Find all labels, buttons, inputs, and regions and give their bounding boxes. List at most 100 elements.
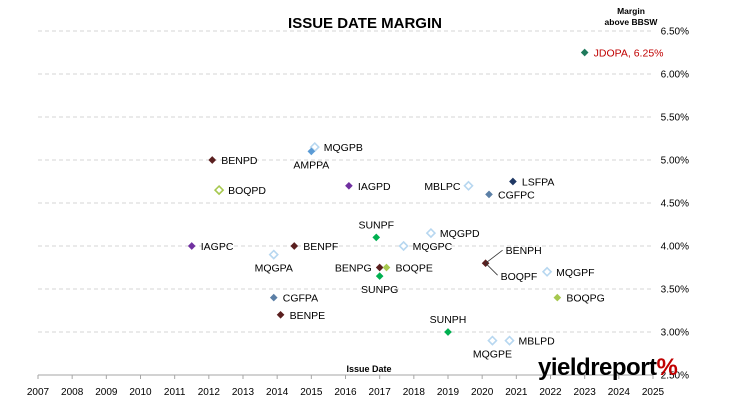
point-marker [208, 156, 217, 164]
point-marker [276, 310, 285, 319]
x-tick-label: 2022 [539, 387, 562, 398]
point-label: MQGPA [255, 263, 293, 275]
leader-line [485, 249, 503, 264]
data-point-mqgpa: MQGPA [255, 249, 293, 275]
data-point-cgfpc: CGFPC [485, 189, 535, 201]
point-label: BENPH [506, 245, 542, 257]
x-tick-label: 2014 [266, 387, 289, 398]
point-marker [463, 180, 474, 191]
x-tick-label: 2016 [334, 387, 357, 398]
point-marker [425, 227, 437, 239]
point-marker [213, 184, 225, 196]
data-point-boqpd: BOQPD [213, 184, 266, 197]
point-marker [290, 242, 299, 250]
point-marker [269, 293, 278, 302]
data-point-sunph: SUNPH [430, 314, 466, 336]
data-point-boqpg: BOQPG [553, 293, 605, 305]
point-marker [372, 233, 381, 242]
point-marker [375, 263, 384, 272]
point-label: SUNPF [358, 219, 394, 231]
x-tick-label: 2023 [574, 387, 597, 398]
point-marker [268, 249, 279, 260]
point-marker [398, 240, 409, 252]
y-tick-label: 6.00% [661, 70, 689, 81]
y-tick-label: 5.00% [661, 156, 689, 167]
y-tick-label: 3.50% [661, 285, 689, 296]
axes: 2.50% 3.00% 3.50% 4.00% 4.50% 5.00% 5.50% 6.00%… [27, 27, 689, 399]
data-point-benpf: BENPF [290, 241, 338, 253]
data-point-boqpe: BOQPE [382, 263, 433, 275]
point-label: BENPG [335, 263, 372, 275]
data-point-lsfpa: LSFPA [509, 177, 554, 189]
x-tick-label: 2021 [505, 387, 528, 398]
point-marker [541, 266, 553, 277]
point-marker [375, 272, 384, 280]
data-point-mqgpe: MQGPE [473, 335, 512, 361]
data-point-mqgpf: MQGPF [541, 266, 595, 279]
y-axis-label-line-2: above BBSW [605, 17, 659, 27]
x-tick-label: 2024 [608, 387, 631, 398]
y-tick-label: 3.00% [661, 328, 689, 339]
data-point-mblpd: MBLPD [504, 335, 556, 348]
leader-line [485, 262, 498, 276]
point-label: MQGPF [556, 267, 595, 279]
x-tick-label: 2010 [129, 387, 152, 398]
point-marker [504, 335, 515, 346]
point-label: MBLPC [424, 181, 461, 193]
gridlines [38, 30, 653, 376]
data-point-benph: BENPH [481, 245, 542, 268]
point-marker [487, 335, 498, 346]
point-label: BENPF [303, 241, 338, 253]
point-label: MBLPD [519, 336, 556, 348]
point-label: SUNPG [361, 284, 398, 296]
x-axis-label: Issue Date [346, 364, 391, 374]
x-tick-label: 2008 [61, 387, 84, 398]
y-tick-label: 4.00% [661, 242, 689, 253]
point-label: IAGPD [358, 181, 391, 193]
data-point-cgfpa: CGFPA [269, 293, 318, 305]
point-marker [345, 181, 353, 190]
x-tick-label: 2020 [471, 387, 494, 398]
x-tick-label: 2015 [300, 387, 323, 398]
point-label: IAGPC [201, 241, 234, 253]
y-tick-label: 5.50% [661, 113, 689, 124]
point-label: JDOPA, 6.25% [594, 48, 664, 60]
data-point-sunpg: SUNPG [361, 272, 398, 296]
point-marker [485, 190, 493, 199]
data-point-sunpf: SUNPF [358, 219, 394, 242]
point-label: BENPD [221, 155, 258, 167]
point-marker [509, 177, 517, 186]
point-label: BOQPG [566, 293, 605, 305]
data-point-benpe: BENPE [276, 310, 326, 322]
point-label: BENPE [290, 310, 326, 322]
data-point-mblpc: MBLPC [424, 180, 474, 193]
point-label: MQGPE [473, 349, 512, 361]
x-tick-label: 2018 [403, 387, 426, 398]
data-point-mqgpb: MQGPB [309, 141, 363, 154]
point-label: BOQPE [396, 263, 433, 275]
point-label: MQGPB [324, 142, 363, 154]
point-marker [553, 293, 562, 302]
data-points: JDOPA, 6.25% MQGPB AMPPA BENPD IAGPD BOQPD MBL… [187, 48, 664, 361]
point-marker [444, 328, 452, 336]
point-label: LSFPA [522, 177, 554, 189]
point-label: BOQPD [228, 185, 266, 197]
x-tick-label: 2012 [198, 387, 221, 398]
x-tick-label: 2009 [95, 387, 118, 398]
x-tick-label: 2019 [437, 387, 460, 398]
point-marker [580, 48, 589, 57]
point-label: AMPPA [293, 159, 329, 171]
point-label: CGFPC [498, 189, 535, 201]
data-point-mqgpd: MQGPD [425, 227, 480, 240]
x-tick-label: 2013 [232, 387, 255, 398]
x-tick-label: 2017 [369, 387, 392, 398]
point-label: MQGPD [440, 228, 480, 240]
point-label: CGFPA [283, 293, 318, 305]
data-point-iagpd: IAGPD [345, 181, 391, 193]
data-point-mqgpc: MQGPC [398, 240, 453, 253]
data-point-jdopa: JDOPA, 6.25% [580, 48, 664, 60]
y-tick-label: 4.50% [661, 199, 689, 210]
point-marker [382, 263, 391, 272]
point-label: BOQPF [501, 271, 538, 283]
